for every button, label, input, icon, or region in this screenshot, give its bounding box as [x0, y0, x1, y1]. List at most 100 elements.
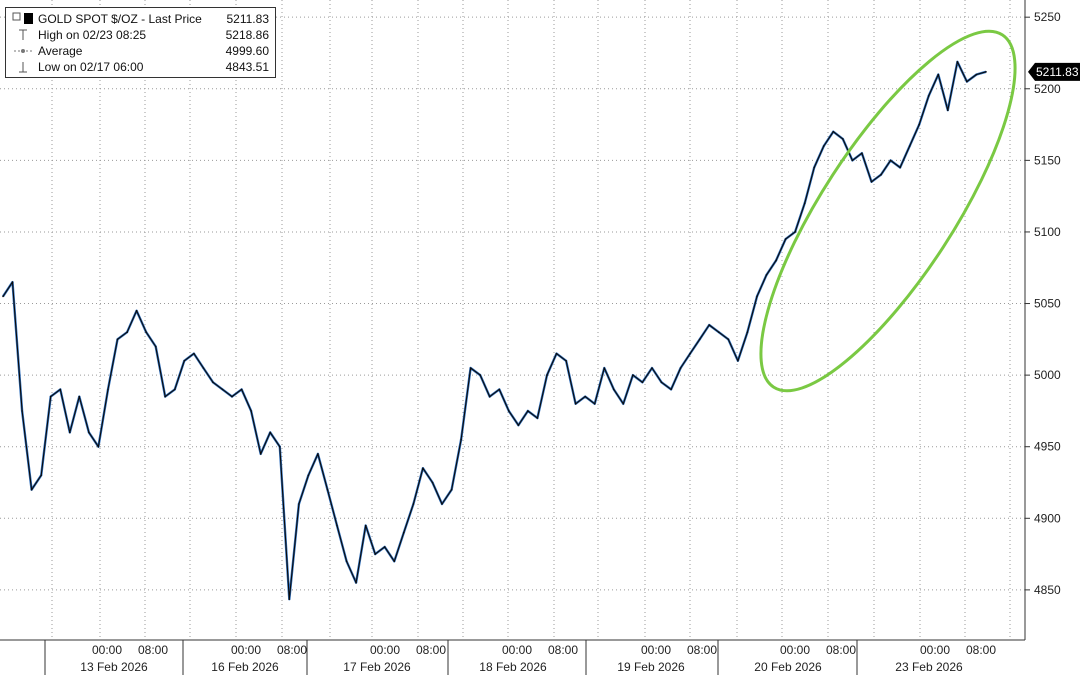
- price-point: [823, 145, 825, 147]
- price-point: [193, 352, 195, 355]
- price-point: [756, 295, 758, 298]
- price-point: [498, 388, 501, 391]
- price-point: [937, 73, 940, 76]
- price-point: [279, 445, 281, 448]
- date-label: 19 Feb 2026: [617, 660, 685, 674]
- price-point: [317, 453, 319, 455]
- price-point: [908, 145, 911, 147]
- price-point: [679, 367, 682, 369]
- price-point: [813, 166, 815, 169]
- price-point: [546, 374, 548, 376]
- price-point: [40, 474, 42, 477]
- legend-title-label: GOLD SPOT $/OZ - Last Price: [38, 12, 202, 26]
- price-point: [584, 395, 586, 398]
- price-point: [202, 367, 205, 369]
- price-point: [784, 238, 787, 240]
- y-tick-label: 4950: [1034, 440, 1061, 454]
- price-point: [632, 374, 634, 376]
- y-tick-label: 5150: [1034, 153, 1061, 167]
- price-point: [21, 410, 23, 412]
- price-point: [574, 403, 577, 405]
- y-tick-label: 5200: [1034, 82, 1061, 96]
- price-point: [288, 598, 291, 600]
- price-point: [460, 438, 462, 441]
- legend: GOLD SPOT $/OZ - Last Price 5211.83 High…: [5, 7, 276, 78]
- legend-high-row: High on 02/23 08:25 5218.86: [6, 27, 277, 43]
- last-price-tag: 5211.83: [1028, 62, 1080, 81]
- price-point: [641, 381, 644, 384]
- price-point: [851, 159, 854, 162]
- y-tick-label: 4850: [1034, 583, 1061, 597]
- price-point: [927, 95, 930, 97]
- price-point: [870, 181, 873, 183]
- price-point: [918, 123, 920, 126]
- price-point: [737, 360, 739, 362]
- price-point: [593, 403, 596, 405]
- price-point: [336, 524, 338, 527]
- price-point: [2, 295, 4, 298]
- price-point: [842, 138, 844, 140]
- price-point: [746, 331, 749, 334]
- price-point: [889, 159, 892, 162]
- price-point: [126, 331, 128, 334]
- legend-low-value: 4843.51: [225, 60, 269, 74]
- price-point: [250, 410, 252, 412]
- price-point: [183, 360, 186, 362]
- price-point: [975, 73, 978, 76]
- price-point: [508, 410, 510, 412]
- price-point: [231, 395, 233, 398]
- x-tick-label: 00:00: [920, 643, 950, 657]
- price-point: [698, 338, 701, 341]
- series-square-icon: [12, 12, 33, 24]
- price-point: [441, 503, 443, 505]
- x-tick-label: 08:00: [277, 643, 307, 657]
- x-tick-label: 00:00: [370, 643, 400, 657]
- price-point: [326, 488, 329, 491]
- price-point: [383, 546, 386, 548]
- price-point: [221, 388, 224, 391]
- y-tick-label: 5050: [1034, 297, 1061, 311]
- price-point: [69, 431, 71, 434]
- price-line-blue: [2, 60, 987, 601]
- date-label: 16 Feb 2026: [211, 660, 279, 674]
- price-point: [536, 417, 539, 419]
- price-point: [803, 202, 806, 205]
- price-point: [651, 367, 653, 369]
- price-point: [393, 560, 396, 563]
- price-point: [97, 445, 100, 448]
- price-point: [966, 80, 968, 83]
- legend-average-value: 4999.60: [225, 44, 269, 58]
- price-point: [765, 274, 768, 276]
- price-point: [345, 560, 348, 563]
- price-point: [727, 338, 730, 341]
- y-tick-label: 5100: [1034, 225, 1061, 239]
- axes: 4850 4900 4950 5000 5050 5100 5150 5200 5250 00:0…: [0, 0, 1061, 675]
- price-point: [307, 474, 310, 477]
- x-tick-label: 00:00: [641, 643, 671, 657]
- gridlines: [0, 0, 1025, 640]
- x-tick-label: 08:00: [138, 643, 168, 657]
- series-line: [2, 60, 987, 601]
- price-point: [450, 488, 453, 491]
- legend-low-row: Low on 02/17 06:00 4843.51: [6, 59, 277, 75]
- price-point: [603, 367, 606, 369]
- price-point: [240, 388, 243, 391]
- price-point: [88, 431, 90, 434]
- low-marker-icon: [19, 62, 27, 73]
- price-point: [718, 331, 720, 334]
- price-point: [374, 553, 377, 555]
- legend-low-label: Low on 02/17 06:00: [38, 60, 144, 74]
- price-point: [269, 431, 272, 434]
- price-line: [2, 61, 987, 600]
- price-point: [135, 309, 138, 312]
- price-point: [689, 352, 691, 355]
- last-price-tag-shape: [1028, 62, 1080, 81]
- price-point: [422, 467, 424, 470]
- date-label: 23 Feb 2026: [895, 660, 963, 674]
- price-point: [565, 360, 567, 362]
- price-point: [30, 488, 33, 491]
- x-tick-label: 08:00: [548, 643, 578, 657]
- price-point: [517, 424, 520, 427]
- price-point: [555, 352, 558, 355]
- price-point: [431, 481, 434, 484]
